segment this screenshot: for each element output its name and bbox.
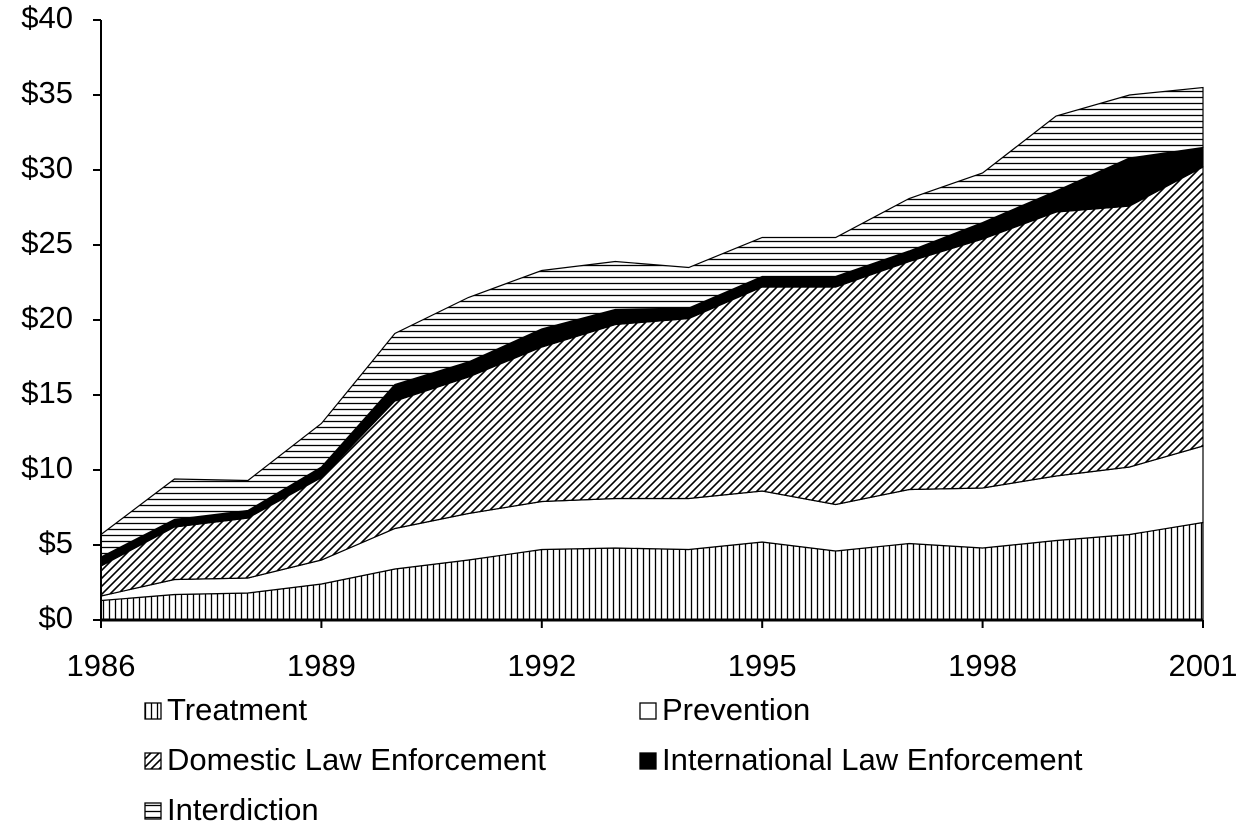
x-tick-label: 1989 [287, 648, 356, 683]
x-tick-label: 1998 [948, 648, 1017, 683]
area [100, 86, 1204, 558]
y-tick-label: $30 [21, 150, 73, 185]
y-tick-label: $40 [21, 0, 73, 35]
x-tick-label: 1986 [67, 648, 136, 683]
legend-label: Treatment [167, 692, 308, 727]
y-tick-label: $35 [21, 75, 73, 110]
legend-label: Interdiction [167, 792, 319, 827]
y-tick-label: $25 [21, 225, 73, 260]
x-tick-label: 1995 [728, 648, 797, 683]
y-tick-label: $0 [39, 600, 73, 635]
y-tick-label: $5 [39, 525, 73, 560]
legend-swatch [144, 702, 162, 720]
y-tick-label: $20 [21, 300, 73, 335]
legend-label: Prevention [662, 692, 810, 727]
legend-swatch [639, 752, 657, 770]
x-tick-label: 1992 [507, 648, 576, 683]
y-tick-label: $10 [21, 450, 73, 485]
x-tick-label: 2001 [1169, 648, 1238, 683]
legend-label: Domestic Law Enforcement [167, 742, 546, 777]
legend-swatch [144, 752, 162, 770]
legend-label: International Law Enforcement [662, 742, 1083, 777]
legend-swatch [639, 702, 657, 720]
legend-swatch [144, 802, 162, 820]
y-tick-label: $15 [21, 375, 73, 410]
